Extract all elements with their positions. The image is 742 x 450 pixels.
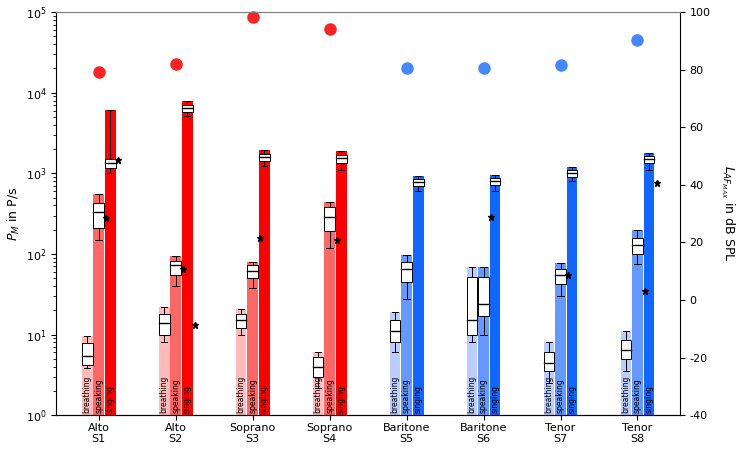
Text: speaking: speaking (94, 378, 103, 413)
Bar (93, 203, 104, 228)
Text: breathing: breathing (545, 375, 554, 413)
Bar (413, 179, 424, 186)
Bar (236, 314, 246, 328)
Text: speaking: speaking (248, 378, 257, 413)
Bar (478, 277, 489, 316)
Text: speaking: speaking (325, 378, 334, 413)
Bar (182, 105, 193, 112)
Bar (324, 207, 335, 230)
Bar (247, 266, 258, 278)
Bar (620, 340, 631, 359)
Y-axis label: $P_M$ in P/s: $P_M$ in P/s (5, 186, 22, 241)
Text: breathing: breathing (82, 375, 92, 413)
Bar (555, 269, 566, 284)
Y-axis label: $L_{AF_{MAX}}$ in dB SPL: $L_{AF_{MAX}}$ in dB SPL (719, 166, 737, 262)
Bar (401, 262, 412, 282)
Bar (632, 238, 643, 254)
Text: breathing: breathing (160, 375, 168, 413)
Text: breathing: breathing (390, 375, 399, 413)
Text: breathing: breathing (237, 375, 246, 413)
Text: speaking: speaking (556, 378, 565, 413)
Text: speaking: speaking (633, 378, 642, 413)
Text: singing: singing (413, 384, 423, 413)
Bar (82, 343, 93, 365)
Bar (259, 154, 269, 161)
Text: singing: singing (337, 384, 346, 413)
Text: singing: singing (490, 384, 499, 413)
Bar (390, 320, 401, 342)
Text: singing: singing (645, 384, 654, 413)
Text: singing: singing (105, 384, 115, 413)
Text: singing: singing (260, 384, 269, 413)
Bar (159, 314, 169, 335)
Text: speaking: speaking (171, 378, 180, 413)
Text: breathing: breathing (314, 375, 323, 413)
Bar (544, 352, 554, 371)
Text: speaking: speaking (479, 378, 488, 413)
Bar (105, 159, 116, 168)
Text: singing: singing (183, 384, 191, 413)
Bar (336, 155, 347, 162)
Bar (467, 277, 477, 335)
Text: breathing: breathing (622, 375, 631, 413)
Text: speaking: speaking (402, 378, 411, 413)
Text: singing: singing (568, 384, 577, 413)
Bar (490, 178, 500, 185)
Bar (170, 261, 181, 275)
Text: breathing: breathing (467, 375, 476, 413)
Bar (567, 170, 577, 177)
Bar (312, 357, 324, 377)
Bar (643, 156, 654, 163)
